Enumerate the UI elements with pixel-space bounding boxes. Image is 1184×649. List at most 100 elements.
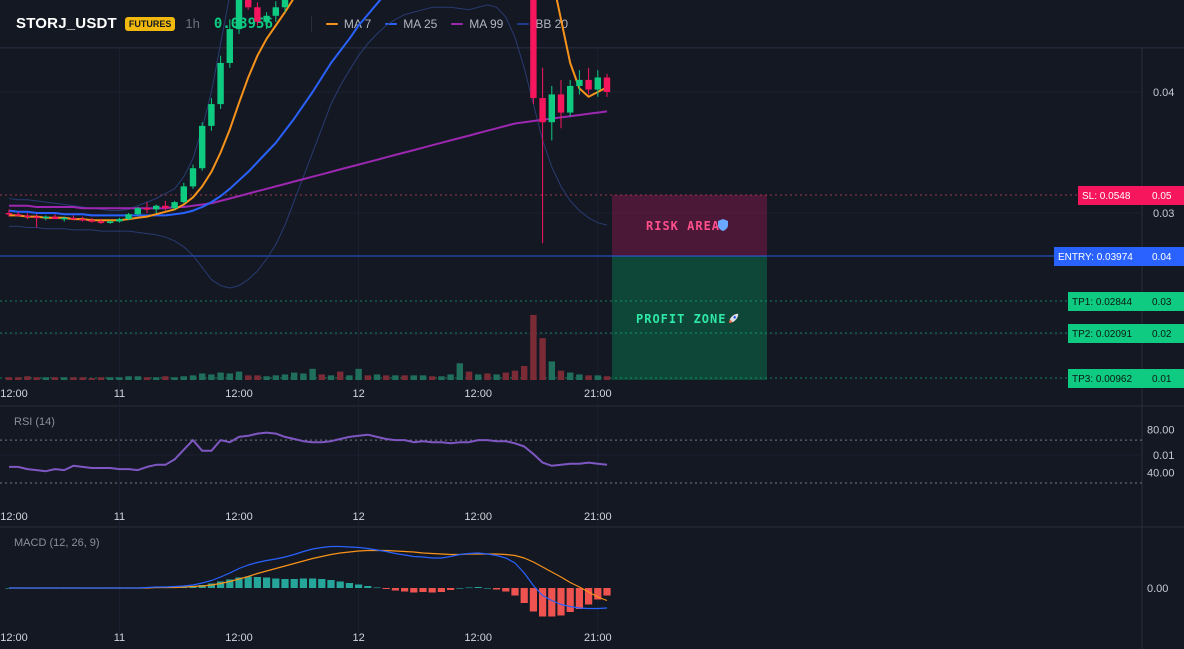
- macd-pane-label: MACD (12, 26, 9): [14, 537, 100, 549]
- volume-bar: [245, 375, 252, 380]
- volume-bar: [33, 377, 40, 380]
- candle-body: [585, 79, 592, 90]
- candle-body: [281, 0, 289, 8]
- ma7-line: [9, 0, 608, 222]
- candle-body: [171, 202, 178, 209]
- legend-ma25-label: MA 25: [403, 16, 438, 31]
- volume-bar: [70, 377, 77, 380]
- time-axis-label: 12: [352, 388, 364, 400]
- legend-ma25[interactable]: MA 25: [385, 17, 437, 31]
- volume-bar: [5, 377, 13, 380]
- macd-hist-bar: [493, 588, 501, 590]
- candle-body: [116, 219, 123, 222]
- volume-bar: [337, 371, 344, 380]
- time-axis-label: 12:00: [225, 632, 253, 644]
- price-axis-label: 0.04: [1153, 87, 1174, 99]
- macd-hist-bar: [382, 588, 390, 589]
- volume-bar: [162, 376, 169, 380]
- volume-bar: [189, 375, 197, 380]
- time-axis-label: 12:00: [0, 632, 28, 644]
- macd-hist-bar: [483, 588, 491, 589]
- risk-area-zone: [612, 195, 767, 256]
- profit-zone: [612, 256, 767, 380]
- risk-area-label: RISK AREA: [646, 219, 720, 233]
- macd-line: [9, 545, 608, 610]
- trade-levels: [0, 194, 1142, 379]
- macd-hist-bar: [253, 577, 261, 588]
- volume-bar: [603, 376, 611, 380]
- time-axis-label: 12: [352, 511, 364, 523]
- volume-bar: [171, 377, 178, 380]
- volume-bar: [465, 371, 473, 380]
- volume-bar: [107, 377, 114, 380]
- level-tag-label-tp3: TP3: 0.00962: [1072, 374, 1132, 385]
- candle-body: [61, 217, 68, 220]
- volume-bar: [429, 376, 436, 380]
- volume-bar: [15, 377, 22, 380]
- candle-body: [15, 214, 22, 216]
- macd-hist-bar: [299, 578, 307, 588]
- volume-bar: [373, 374, 381, 380]
- candle-body: [603, 77, 611, 92]
- macd-hist-bar: [235, 577, 243, 588]
- volume-bar: [291, 372, 298, 380]
- volume-bar: [199, 373, 206, 380]
- legend-ma99-swatch: [451, 22, 464, 25]
- level-tag-sl: [1078, 186, 1184, 205]
- macd-hist-bar: [373, 587, 381, 589]
- candle-body: [254, 7, 261, 22]
- time-axis-label: 11: [114, 632, 125, 644]
- volume-bar: [134, 376, 141, 380]
- candle-body: [557, 94, 565, 113]
- macd-hist-bar: [585, 588, 593, 605]
- legend-bb20[interactable]: BB 20: [517, 17, 568, 31]
- macd-hist-bar: [281, 579, 289, 588]
- symbol-name[interactable]: STORJ_USDT: [16, 15, 117, 32]
- volume-bar: [51, 377, 59, 380]
- price-axis-label: 0.03: [1153, 208, 1174, 220]
- candle-body: [24, 215, 31, 217]
- volume-bar: [530, 314, 537, 380]
- macd-hist-bar: [263, 577, 271, 588]
- macd-hist-bar: [272, 578, 280, 588]
- macd-hist-bar: [189, 586, 197, 588]
- time-axis-label: 12:00: [0, 388, 28, 400]
- volume-bar: [548, 361, 555, 380]
- legend-ma7-swatch: [325, 22, 338, 25]
- macd-hist-bar: [502, 588, 510, 592]
- pane-frames: [0, 47, 1184, 649]
- level-tag-axis-tp1: 0.03: [1152, 297, 1172, 308]
- candle-body: [217, 62, 224, 105]
- timeframe-label[interactable]: 1h: [185, 16, 200, 31]
- volume-bar: [419, 375, 427, 380]
- legend-ma99[interactable]: MA 99: [451, 17, 503, 31]
- candle-body: [199, 125, 206, 169]
- volume-bar: [567, 372, 574, 380]
- macd-hist-bar: [557, 588, 565, 616]
- level-tag-tp1: [1068, 292, 1184, 311]
- candle-body: [272, 7, 279, 16]
- candle-body: [530, 0, 537, 99]
- time-axis-label: 11: [114, 388, 125, 400]
- time-axis-label: 12:00: [0, 511, 28, 523]
- level-tag-axis-entry: 0.04: [1152, 252, 1172, 263]
- macd-hist-bar: [355, 584, 363, 588]
- price-axis[interactable]: 0.090.080.070.060.050.040.030.020.01: [1153, 0, 1174, 462]
- volume-bar: [180, 376, 187, 380]
- candle-body: [567, 85, 574, 113]
- candle-body: [263, 15, 270, 22]
- time-axis-label: 12:00: [464, 388, 492, 400]
- volume-bar: [521, 366, 528, 380]
- candle-body: [143, 208, 151, 210]
- level-tag-tp2: [1068, 324, 1184, 343]
- candle-body: [33, 216, 40, 219]
- volume-bar: [79, 377, 86, 380]
- macd-axis-label: 0.00: [1147, 583, 1168, 595]
- candle-body: [79, 219, 86, 221]
- legend-bb20-swatch: [517, 22, 530, 25]
- time-axes: 12:00 11 12:00 12 12:00 21:00 12:00 11 12:00 12 12…: [0, 388, 611, 644]
- volume-bar: [484, 373, 491, 380]
- candle-body: [42, 216, 49, 219]
- volume-bar: [401, 375, 408, 380]
